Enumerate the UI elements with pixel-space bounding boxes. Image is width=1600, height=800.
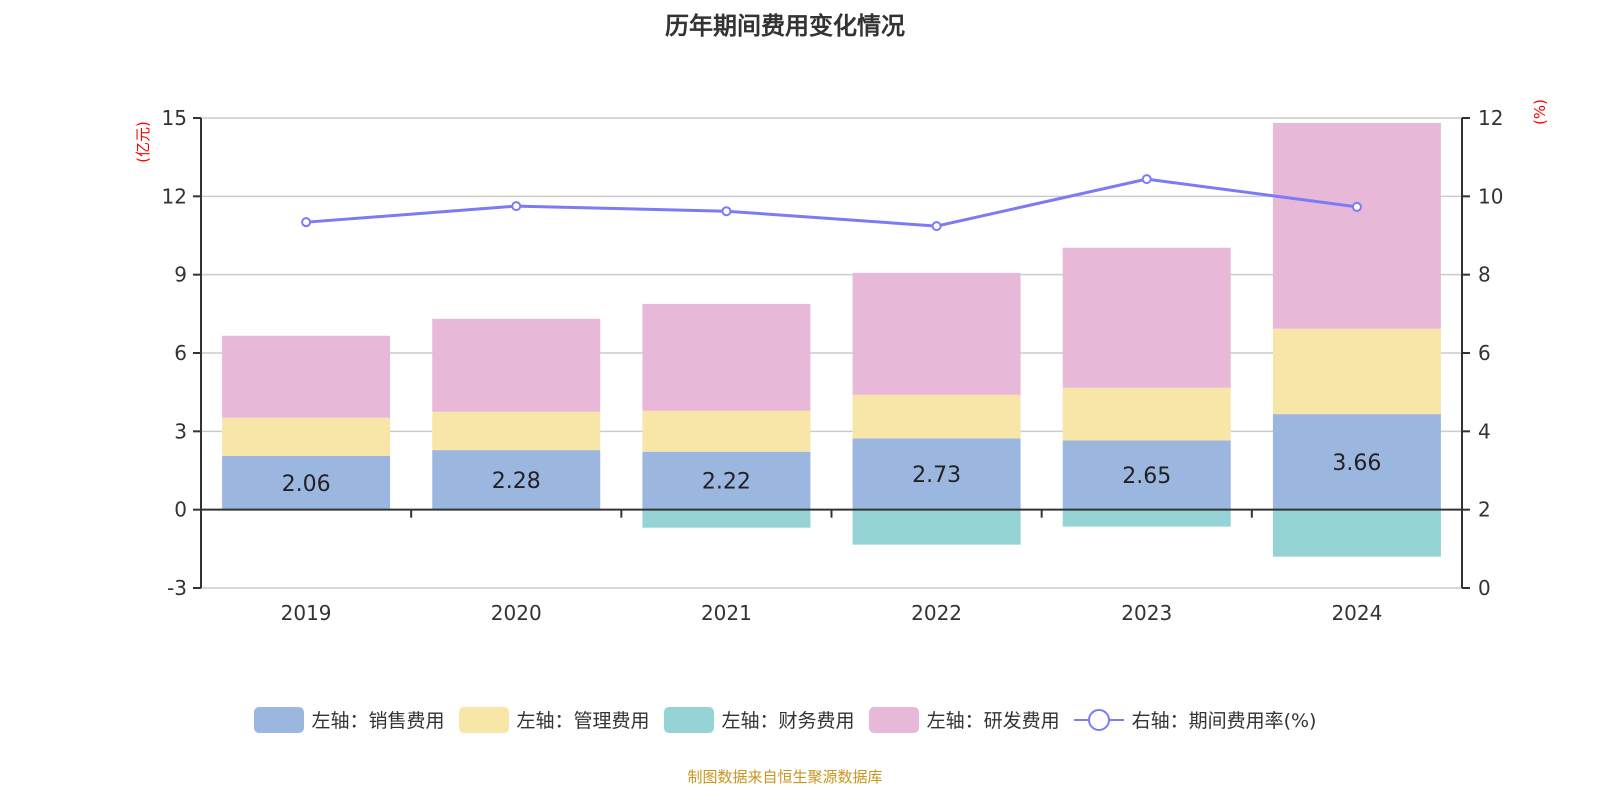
left-tick-label: 12 [162,184,187,208]
bar-2021 [642,303,811,411]
legend-label: 左轴：财务费用 [721,710,855,732]
line-marker-icon [1073,708,1124,731]
legend-swatch [458,706,509,733]
bar-2022 [852,394,1021,439]
x-tick-label: 2023 [1121,601,1172,625]
right-tick-label: 10 [1478,184,1503,208]
left-tick-label: 3 [174,419,187,443]
bar-2023 [1062,509,1231,527]
rate-point [1141,174,1152,185]
legend-label: 左轴：管理费用 [516,710,650,732]
legend-item[interactable]: 左轴：销售费用 [253,706,445,733]
left-tick-label: -3 [167,576,187,600]
right-tick-label: 4 [1478,419,1491,443]
x-tick-label: 2021 [701,601,752,625]
bar-2019 [222,335,391,418]
bar-2021 [642,410,811,452]
source-note: 制图数据来自恒生聚源数据库 [687,768,883,786]
right-tick-label: 8 [1478,263,1491,287]
rate-point [721,206,732,217]
legend-swatch [253,706,304,733]
bar-2019 [222,455,391,510]
right-tick-label: 12 [1478,106,1503,130]
legend-item[interactable]: 左轴：研发费用 [868,706,1060,733]
data-label: 2.73 [912,463,961,488]
legend-swatch [868,706,919,733]
data-label: 2.06 [282,472,331,497]
rate-line [305,177,1358,228]
bar-2023 [1062,387,1231,441]
bar-2020 [432,411,601,451]
bar-2024 [1272,328,1441,415]
x-tick-label: 2020 [491,601,542,625]
bar-2022 [852,272,1021,395]
data-label: 2.65 [1122,464,1171,489]
bar-2024 [1272,509,1441,557]
bar-2024 [1272,122,1441,329]
rate-point [511,201,522,212]
right-tick-label: 6 [1478,341,1491,365]
data-label: 2.22 [702,470,751,495]
x-tick-label: 2019 [281,601,332,625]
bar-2021 [642,451,811,510]
bar-2019 [222,417,391,456]
legend-label: 左轴：研发费用 [926,710,1060,732]
rate-point [931,221,942,232]
right-tick-label: 2 [1478,498,1491,522]
left-tick-label: 9 [174,263,187,287]
legend: 左轴：销售费用 左轴：管理费用 左轴：财务费用 左轴：研发费用 右轴：期间费用率(%) [0,706,1570,733]
legend-item[interactable]: 右轴：期间费用率(%) [1073,706,1317,733]
right-tick-label: 0 [1478,576,1491,600]
bar-2020 [432,450,601,510]
rate-point [301,217,312,228]
legend-label: 左轴：销售费用 [311,710,445,732]
legend-item[interactable]: 左轴：管理费用 [458,706,650,733]
legend-label: 右轴：期间费用率(%) [1131,710,1317,732]
bar-2022 [852,438,1021,510]
left-tick-label: 0 [174,498,187,522]
left-axis-label: (亿元) [134,121,152,163]
legend-item[interactable]: 左轴：财务费用 [663,706,855,733]
data-label: 2.28 [492,469,541,494]
bar-2023 [1062,247,1231,388]
x-tick-label: 2022 [911,601,962,625]
data-label: 3.66 [1332,451,1381,476]
left-tick-label: 6 [174,341,187,365]
left-tick-label: 15 [162,106,187,130]
chart-title: 历年期间费用变化情况 [665,12,905,40]
x-tick-label: 2024 [1331,601,1382,625]
bar-2022 [852,509,1021,545]
right-axis-label: (%) [1531,99,1549,125]
legend-swatch [663,706,714,733]
bar-2021 [642,509,811,528]
bar-2020 [432,318,601,412]
bar-2024 [1272,414,1441,510]
rate-point [1351,201,1362,212]
bar-2023 [1062,440,1231,510]
